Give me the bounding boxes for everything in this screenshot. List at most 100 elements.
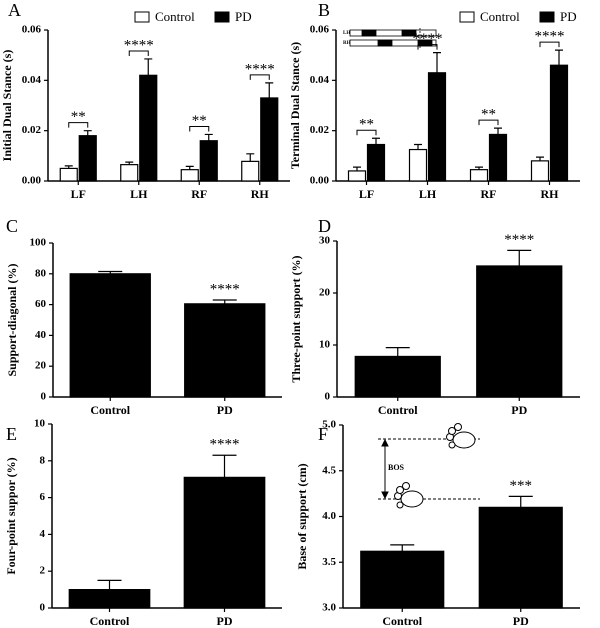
panel-label: C xyxy=(6,216,18,236)
inset-label: RH xyxy=(343,41,351,46)
error-bar xyxy=(536,156,544,161)
error-bar xyxy=(185,165,194,170)
y-tick-label: 6 xyxy=(40,491,46,503)
bar xyxy=(78,135,97,182)
bar xyxy=(59,167,78,182)
y-tick-label: 0.06 xyxy=(310,24,330,36)
y-tick-label: 4.5 xyxy=(322,464,336,476)
error-bar xyxy=(64,165,73,169)
bar xyxy=(478,506,563,609)
panel-label: E xyxy=(6,424,17,444)
significance-stars: *** xyxy=(510,478,533,494)
panel-label: D xyxy=(318,216,331,236)
bar xyxy=(120,164,139,182)
legend-label: PD xyxy=(560,9,577,24)
x-tick-label: Control xyxy=(90,403,130,417)
error-bar xyxy=(246,153,255,162)
significance-stars: **** xyxy=(245,61,275,77)
error-bar xyxy=(555,49,563,66)
legend-label: PD xyxy=(235,9,252,24)
y-tick-label: 4 xyxy=(40,528,46,540)
error-bar xyxy=(507,249,532,266)
error-bar xyxy=(144,58,153,76)
y-tick-label: 20 xyxy=(319,287,331,299)
y-tick-label: 10 xyxy=(319,339,331,351)
y-tick-label: 0.00 xyxy=(22,175,42,187)
bar xyxy=(530,160,550,182)
bar xyxy=(183,476,266,609)
x-tick-label: PD xyxy=(217,614,233,628)
bar xyxy=(184,303,266,398)
x-tick-label: RH xyxy=(251,187,270,201)
bar xyxy=(360,550,445,609)
panel-label: B xyxy=(318,0,330,20)
bar xyxy=(139,74,158,182)
y-tick-label: 40 xyxy=(35,329,47,341)
significance-bracket xyxy=(189,125,210,132)
x-tick-label: PD xyxy=(513,614,529,628)
significance-bracket xyxy=(539,41,560,48)
bar xyxy=(427,72,447,182)
error-bar xyxy=(97,579,122,590)
significance-bracket xyxy=(68,122,89,128)
bar xyxy=(549,64,569,182)
error-bar xyxy=(212,299,237,304)
panel-label: A xyxy=(8,0,21,20)
error-bar xyxy=(390,544,415,552)
bar xyxy=(366,143,386,182)
legend-swatch xyxy=(459,11,475,23)
y-axis-label: Support-diagonal (%) xyxy=(5,263,19,376)
y-tick-label: 0.02 xyxy=(310,124,330,136)
x-tick-label: PD xyxy=(217,403,233,417)
error-bar xyxy=(494,127,502,135)
y-tick-label: 20 xyxy=(35,360,47,372)
significance-stars: ** xyxy=(192,113,207,129)
significance-stars: **** xyxy=(504,232,534,248)
error-bar xyxy=(353,166,361,171)
significance-bracket xyxy=(478,119,499,126)
significance-bracket xyxy=(128,50,149,56)
y-tick-label: 3.5 xyxy=(322,556,336,568)
gait-inset xyxy=(349,28,437,48)
y-tick-label: 30 xyxy=(319,235,331,247)
y-tick-label: 2 xyxy=(40,565,46,577)
error-bar xyxy=(98,270,123,274)
bar xyxy=(260,97,279,182)
y-tick-label: 0.04 xyxy=(22,74,42,86)
y-tick-label: 5.0 xyxy=(322,419,336,431)
y-tick-label: 0 xyxy=(325,391,331,403)
error-bar xyxy=(414,143,422,150)
error-bar xyxy=(212,454,237,478)
legend-label: Control xyxy=(155,9,195,24)
y-tick-label: 4.0 xyxy=(322,510,336,522)
x-tick-label: PD xyxy=(511,403,527,417)
significance-bracket xyxy=(356,129,377,136)
significance-bracket xyxy=(417,44,438,50)
significance-stars: **** xyxy=(210,437,240,453)
bar xyxy=(469,169,489,182)
significance-stars: ** xyxy=(481,107,496,123)
y-tick-label: 100 xyxy=(30,237,47,249)
significance-stars: **** xyxy=(535,29,565,45)
error-bar xyxy=(433,52,441,73)
bar xyxy=(476,265,563,398)
bar xyxy=(68,588,151,609)
y-tick-label: 80 xyxy=(35,267,47,279)
bar xyxy=(354,355,441,398)
bar xyxy=(408,148,428,182)
y-tick-label: 0.00 xyxy=(310,175,330,187)
significance-stars: ** xyxy=(359,117,374,133)
inset-label: LH xyxy=(343,31,350,36)
error-bar xyxy=(385,347,410,357)
error-bar xyxy=(265,82,274,98)
y-tick-label: 10 xyxy=(34,418,46,430)
legend-label: Control xyxy=(480,9,520,24)
error-bar xyxy=(475,166,483,170)
bar xyxy=(69,273,151,398)
y-tick-label: 0 xyxy=(40,602,46,614)
bos-inset xyxy=(378,423,480,509)
error-bar xyxy=(204,133,213,141)
significance-stars: **** xyxy=(210,281,240,297)
